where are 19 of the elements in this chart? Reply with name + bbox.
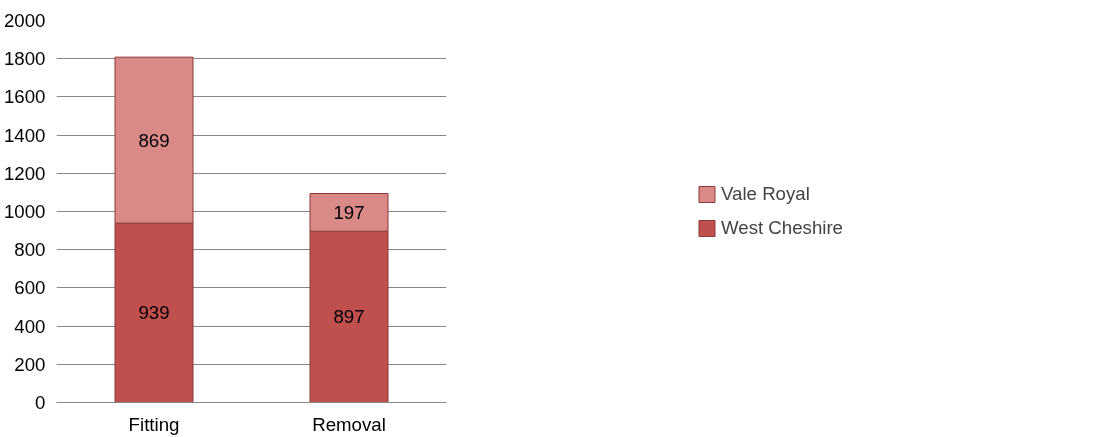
x-tick-label: Fitting <box>128 413 180 435</box>
legend-label: West Cheshire <box>720 217 844 239</box>
data-label: 197 <box>333 201 365 223</box>
y-tick-label: 600 <box>14 277 46 299</box>
y-tick-label: 1400 <box>4 124 46 146</box>
data-label: 869 <box>138 129 170 151</box>
data-label: 939 <box>138 302 170 324</box>
x-tick-label: Removal <box>312 413 386 435</box>
y-tick-label: 1000 <box>4 201 46 222</box>
y-tick-label: 400 <box>14 315 46 337</box>
y-tick-label: 2000 <box>4 10 46 31</box>
data-label: 897 <box>333 306 365 328</box>
legend-label: Vale Royal <box>720 183 810 205</box>
y-tick-label: 0 <box>35 392 46 413</box>
y-tick-label: 1200 <box>4 162 46 184</box>
y-tick-label: 200 <box>14 353 46 375</box>
y-tick-label: 800 <box>14 239 46 261</box>
y-tick-label: 1600 <box>4 86 46 108</box>
y-tick-label: 1800 <box>4 48 46 70</box>
